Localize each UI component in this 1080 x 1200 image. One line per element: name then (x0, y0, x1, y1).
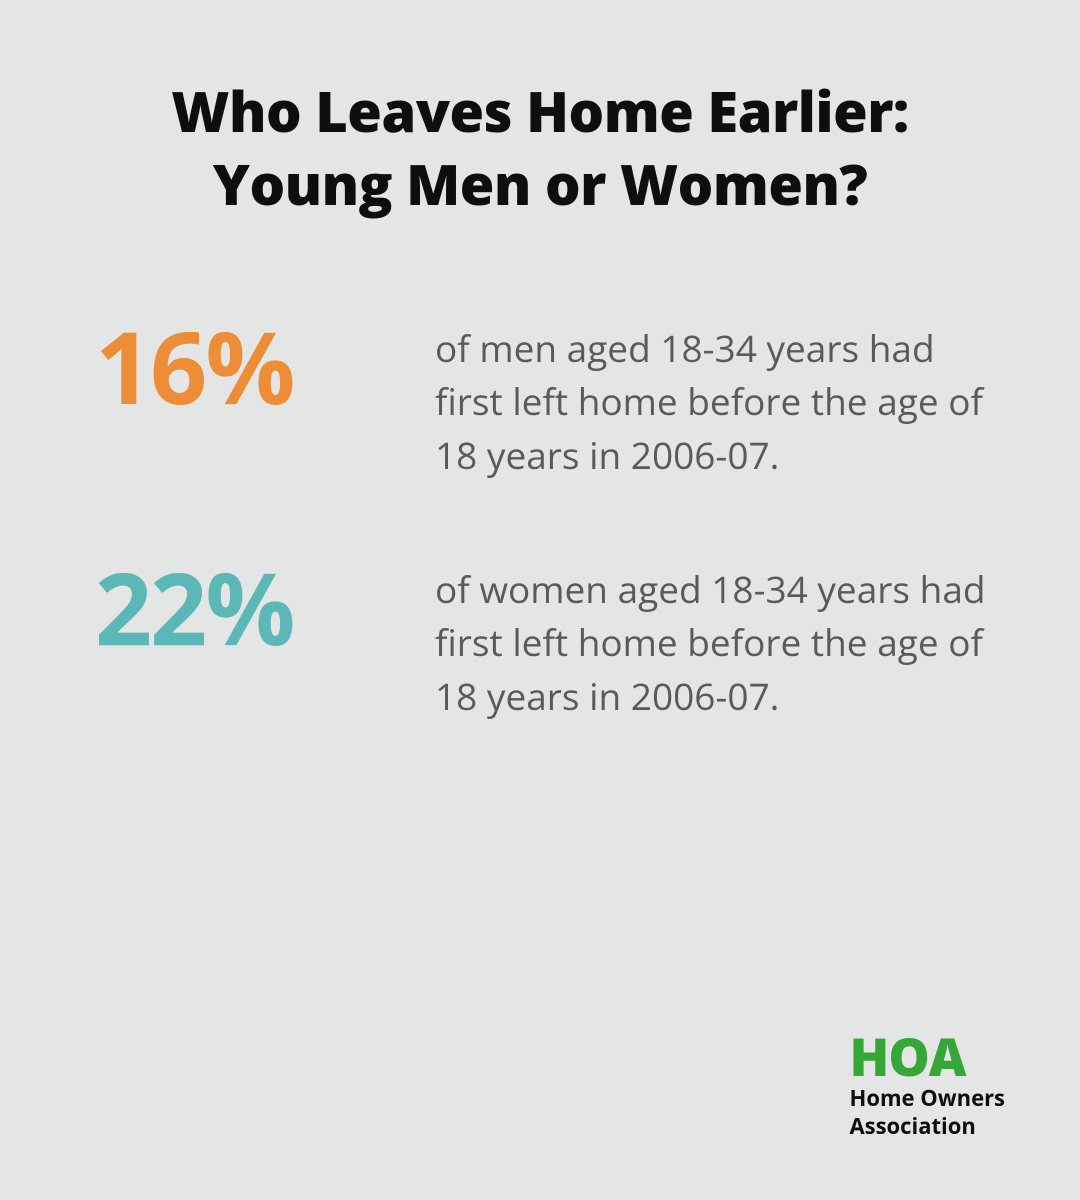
title-line-2: Young Men or Women? (213, 146, 868, 222)
logo: HOA Home Owners Association (850, 1031, 1006, 1140)
logo-main-text: HOA (850, 1031, 1006, 1083)
stat-desc-men: of men aged 18-34 years had first left h… (435, 321, 1005, 482)
page-title: Who Leaves Home Earlier: Young Men or Wo… (75, 75, 1005, 221)
logo-subtitle: Home Owners Association (850, 1085, 1006, 1140)
stat-block-women: 22% of women aged 18-34 years had first … (75, 562, 1005, 723)
logo-sub-line-2: Association (850, 1111, 976, 1141)
logo-sub-line-1: Home Owners (850, 1083, 1006, 1113)
stat-block-men: 16% of men aged 18-34 years had first le… (75, 321, 1005, 482)
stat-value-women: 22% (95, 557, 435, 657)
stat-value-men: 16% (95, 316, 435, 416)
title-line-1: Who Leaves Home Earlier: (171, 73, 908, 149)
stat-desc-women: of women aged 18-34 years had first left… (435, 562, 1005, 723)
